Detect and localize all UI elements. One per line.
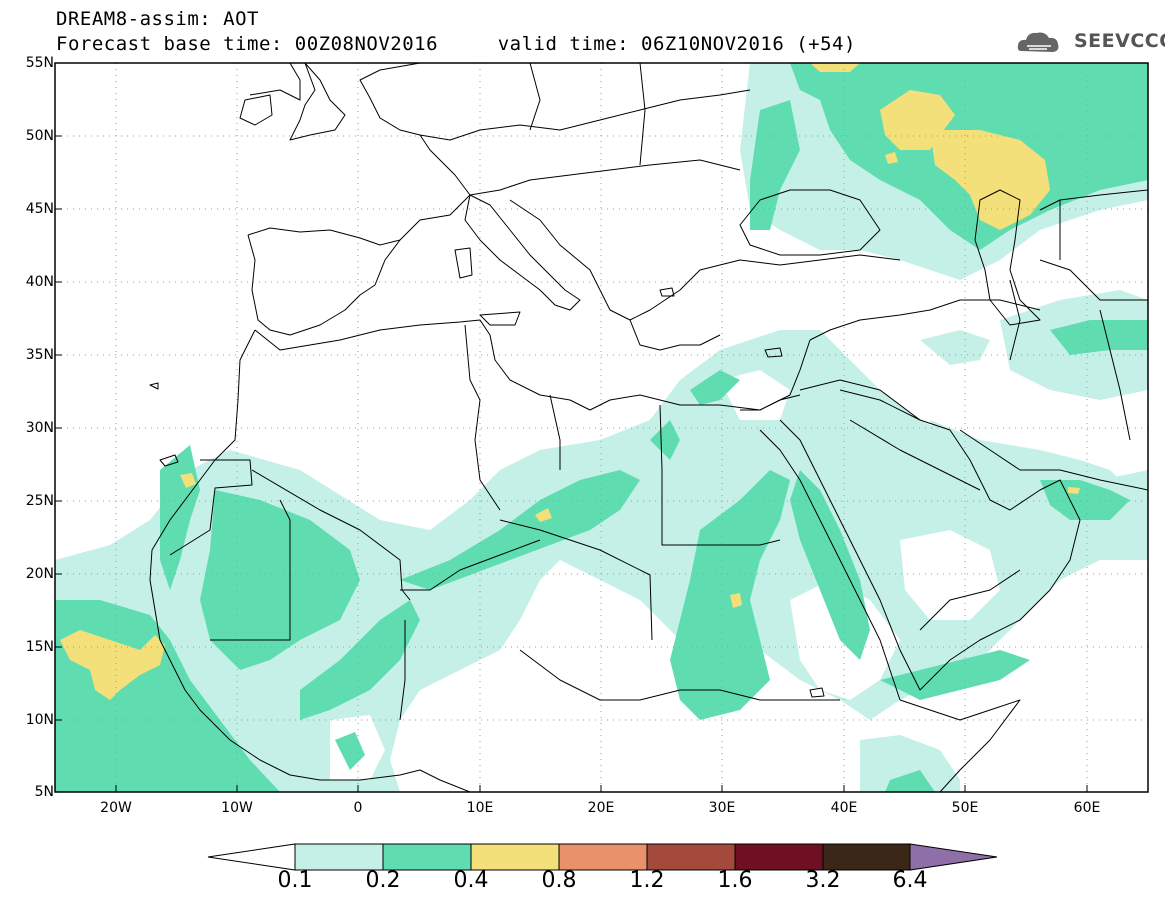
colorbar-label: 1.2 xyxy=(629,868,665,893)
lon-label: 30E xyxy=(708,800,736,816)
axis-ticks xyxy=(55,135,1088,792)
colorbar-label: 0.2 xyxy=(365,868,401,893)
lon-label: 20W xyxy=(100,800,132,816)
colorbar-segment xyxy=(734,843,824,871)
colorbar-label: 3.2 xyxy=(805,868,841,893)
lon-label: 60E xyxy=(1073,800,1101,816)
logo-text: SEEVCCC xyxy=(1074,30,1165,52)
lat-label: 5N xyxy=(34,784,54,800)
forecast-time-line: Forecast base time: 00Z08NOV2016 valid t… xyxy=(56,33,856,55)
colorbar-segment xyxy=(294,843,384,871)
lat-label: 20N xyxy=(25,566,54,582)
colorbar-segment xyxy=(646,843,736,871)
lon-label: 10E xyxy=(466,800,494,816)
cloud-icon xyxy=(1017,32,1059,52)
lat-label: 45N xyxy=(25,201,54,217)
lon-label: 20E xyxy=(587,800,615,816)
colorbar-label: 1.6 xyxy=(717,868,753,893)
colorbar-high-arrow xyxy=(909,843,998,871)
colorbar-low-arrow xyxy=(207,843,296,871)
gridlines xyxy=(55,63,1148,792)
lat-label: 40N xyxy=(25,274,54,290)
colorbar xyxy=(207,843,998,871)
lat-label: 15N xyxy=(25,639,54,655)
lat-label: 35N xyxy=(25,347,54,363)
lon-label: 40E xyxy=(830,800,858,816)
coastlines-and-borders xyxy=(149,63,1148,792)
colorbar-label: 0.1 xyxy=(277,868,313,893)
lon-label: 10W xyxy=(221,800,253,816)
aot-level-0.4 xyxy=(60,63,1080,700)
colorbar-segment xyxy=(382,843,472,871)
lat-label: 50N xyxy=(25,128,54,144)
colorbar-segment xyxy=(558,843,648,871)
colorbar-label: 6.4 xyxy=(892,868,928,893)
colorbar-label: 0.8 xyxy=(541,868,577,893)
lon-label: 0 xyxy=(353,800,363,816)
lat-label: 55N xyxy=(25,55,54,71)
colorbar-segment xyxy=(822,843,911,871)
lat-label: 30N xyxy=(25,420,54,436)
map-title: DREAM8-assim: AOT xyxy=(56,8,259,30)
lat-label: 10N xyxy=(25,712,54,728)
lon-label: 50E xyxy=(951,800,979,816)
colorbar-segment xyxy=(470,843,560,871)
lat-label: 25N xyxy=(25,493,54,509)
colorbar-label: 0.4 xyxy=(453,868,489,893)
